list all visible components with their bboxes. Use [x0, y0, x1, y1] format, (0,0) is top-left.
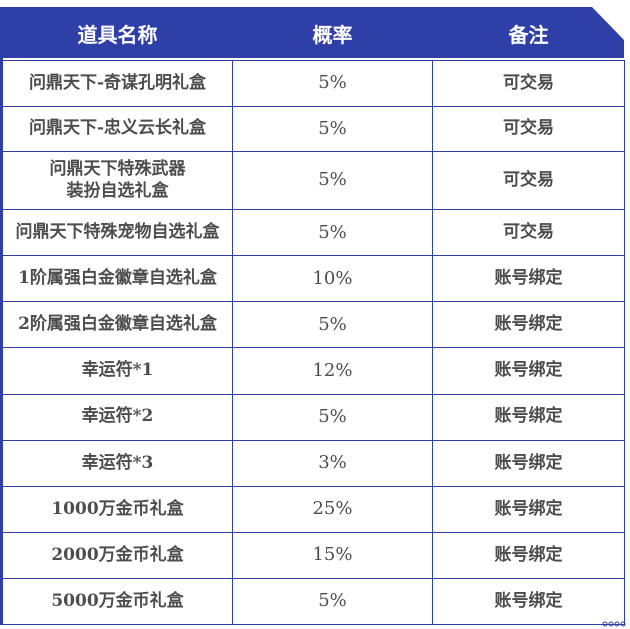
probability-cell: 5% — [232, 59, 433, 108]
note-cell: 可交易 — [432, 106, 625, 153]
item-name-cell: 问鼎天下-忠义云长礼盒 — [2, 106, 233, 153]
note-cell: 可交易 — [432, 209, 625, 257]
note-cell: 账号绑定 — [432, 531, 625, 579]
table-row: 问鼎天下-忠义云长礼盒 5% 可交易 — [2, 106, 625, 153]
note-cell: 可交易 — [432, 59, 625, 108]
probability-cell: 10% — [232, 255, 433, 303]
table-row: 1000万金币礼盒 25% 账号绑定 — [2, 485, 625, 533]
item-name-cell: 5000万金币礼盒 — [2, 577, 233, 626]
probability-cell: 5% — [232, 106, 433, 153]
probability-cell: 5% — [232, 393, 433, 441]
header-item-name: 道具名称 — [77, 23, 158, 47]
corner-decoration — [602, 621, 626, 627]
note-cell: 账号绑定 — [432, 347, 625, 395]
probability-cell: 5% — [232, 301, 433, 349]
note-cell: 可交易 — [432, 151, 625, 211]
table-row: 2000万金币礼盒 15% 账号绑定 — [2, 531, 625, 579]
probability-cell: 5% — [232, 151, 433, 211]
item-name-cell: 2000万金币礼盒 — [2, 531, 233, 579]
header-probability: 概率 — [312, 23, 353, 47]
probability-cell: 5% — [232, 209, 433, 257]
probability-cell: 12% — [232, 347, 433, 395]
probability-cell: 15% — [232, 531, 433, 579]
item-name-cell: 2阶属强白金徽章自选礼盒 — [2, 301, 233, 349]
note-cell: 账号绑定 — [432, 255, 625, 303]
note-cell: 账号绑定 — [432, 439, 625, 487]
table-row: 2阶属强白金徽章自选礼盒 5% 账号绑定 — [2, 301, 625, 349]
table-row: 问鼎天下-奇谋孔明礼盒 5% 可交易 — [2, 59, 625, 108]
item-name-cell: 问鼎天下特殊武器装扮自选礼盒 — [2, 151, 233, 211]
note-cell: 账号绑定 — [432, 577, 625, 626]
item-name-cell: 问鼎天下特殊宠物自选礼盒 — [2, 209, 233, 257]
item-name-cell: 问鼎天下-奇谋孔明礼盒 — [2, 59, 233, 108]
table-row: 1阶属强白金徽章自选礼盒 10% 账号绑定 — [2, 255, 625, 303]
probability-cell: 3% — [232, 439, 433, 487]
table-row: 5000万金币礼盒 5% 账号绑定 — [2, 577, 625, 626]
note-cell: 账号绑定 — [432, 485, 625, 533]
table-row: 问鼎天下特殊宠物自选礼盒 5% 可交易 — [2, 209, 625, 257]
table-row: 幸运符*2 5% 账号绑定 — [2, 393, 625, 441]
item-name-cell: 幸运符*3 — [2, 439, 233, 487]
item-name-cell: 1000万金币礼盒 — [2, 485, 233, 533]
item-name-cell: 幸运符*2 — [2, 393, 233, 441]
item-name-cell: 幸运符*1 — [2, 347, 233, 395]
probability-cell: 5% — [232, 577, 433, 626]
probability-cell: 25% — [232, 485, 433, 533]
note-cell: 账号绑定 — [432, 393, 625, 441]
table-row: 问鼎天下特殊武器装扮自选礼盒 5% 可交易 — [2, 151, 625, 211]
table-row: 幸运符*3 3% 账号绑定 — [2, 439, 625, 487]
note-cell: 账号绑定 — [432, 301, 625, 349]
table-header-row: 道具名称 概率 备注 — [3, 7, 625, 61]
item-name-cell: 1阶属强白金徽章自选礼盒 — [2, 255, 233, 303]
prize-table: 道具名称 概率 备注 问鼎天下-奇谋孔明礼盒 5% 可交易 问鼎天下-忠义云长礼… — [2, 7, 625, 626]
table-row: 幸运符*1 12% 账号绑定 — [2, 347, 625, 395]
header-note: 备注 — [508, 23, 549, 47]
